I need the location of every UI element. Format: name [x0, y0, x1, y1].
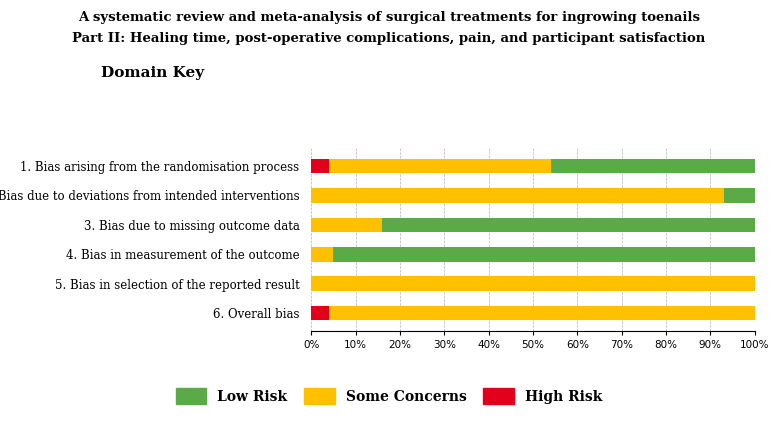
Bar [551, 159, 755, 173]
Bar [724, 188, 755, 203]
Bar [311, 218, 382, 232]
Legend: Low Risk, Some Concerns, High Risk: Low Risk, Some Concerns, High Risk [167, 380, 611, 413]
Bar [311, 188, 724, 203]
Bar [311, 159, 329, 173]
Bar [334, 247, 755, 262]
Bar [311, 276, 755, 291]
Bar [311, 247, 334, 262]
Bar [382, 218, 755, 232]
Text: Part II: Healing time, post-operative complications, pain, and participant satis: Part II: Healing time, post-operative co… [72, 32, 706, 45]
Text: Domain Key: Domain Key [101, 66, 205, 80]
Text: A systematic review and meta-analysis of surgical treatments for ingrowing toena: A systematic review and meta-analysis of… [78, 11, 700, 24]
Bar [329, 306, 755, 321]
Bar [329, 159, 551, 173]
Bar [311, 306, 329, 321]
